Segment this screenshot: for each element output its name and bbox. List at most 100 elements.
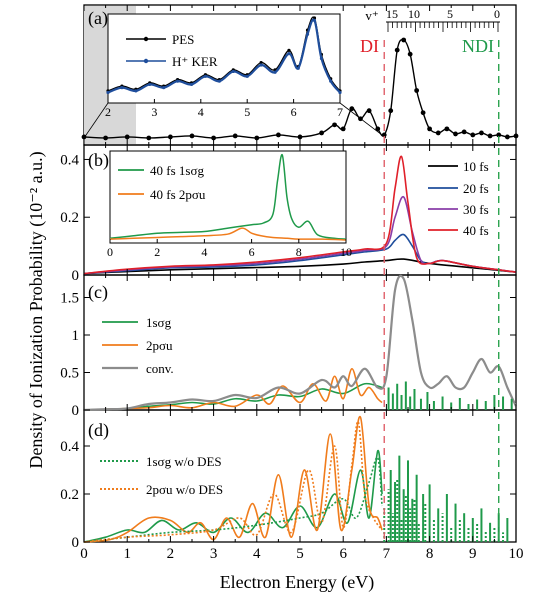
- xtick-label-7: 7: [383, 546, 391, 562]
- pes-point-29: [461, 129, 467, 135]
- pes-point-12: [332, 122, 337, 128]
- inset-a-point-1-19: [338, 90, 342, 95]
- legend-pes: PES: [172, 32, 194, 47]
- legend-40fs: 40 fs: [463, 223, 489, 238]
- xtick-label-1: 1: [123, 546, 131, 562]
- panel-3-series-3: [83, 420, 383, 543]
- v-plus-tick-0: 0: [494, 7, 500, 21]
- inset-a-xtick-label-1: 3: [151, 105, 157, 119]
- pes-point-20: [394, 47, 400, 53]
- pes-point-10: [297, 134, 303, 140]
- v-plus-tick-5: 5: [447, 7, 453, 21]
- inset-a-point-1-2: [134, 89, 138, 93]
- pes-point-31: [479, 130, 484, 136]
- inset-b-xtick-label-1: 2: [154, 245, 160, 259]
- pes-point-3: [146, 135, 152, 141]
- panel-1-ytick-label-1: 0.2: [60, 210, 79, 226]
- xtick-label-0: 0: [80, 546, 88, 562]
- pes-point-6: [211, 135, 217, 141]
- di-label: DI: [360, 36, 379, 56]
- pes-point-13: [340, 126, 346, 132]
- inset-a-point-1-6: [189, 82, 194, 87]
- legend-h-ker: H⁺ KER: [172, 54, 218, 69]
- pes-point-26: [435, 130, 441, 136]
- pes-point-21: [401, 37, 407, 43]
- panel-a-inset-legend: PES H⁺ KER: [126, 32, 218, 69]
- inset-a-point-1-15: [305, 32, 310, 36]
- inset-a-point-1-9: [231, 69, 235, 74]
- panel-a-inset-frame: [107, 13, 341, 104]
- inset-a-xtick-label-4: 6: [291, 105, 297, 119]
- panel-2-ytick-label-3: 1.5: [60, 291, 79, 307]
- inset-a-point-0-13: [287, 48, 291, 53]
- inset-a-point-1-5: [176, 79, 180, 83]
- v-plus-tick-10: 10: [408, 7, 420, 21]
- inset-a-point-1-12: [273, 70, 277, 74]
- panel-2-ytick-label-0: 0: [72, 403, 80, 419]
- xtick-label-10: 10: [509, 546, 524, 562]
- panel-c-legend: 1sσg 2pσu conv.: [102, 315, 174, 376]
- pes-point-4: [168, 134, 173, 140]
- inset-b-xtick-label-2: 4: [201, 245, 207, 259]
- panel-3-series-2: [83, 456, 383, 543]
- inset-a-point-0-11: [259, 60, 263, 65]
- legend-d-1sg-wo-des: 1sσg w/o DES: [146, 454, 222, 469]
- inset-a-point-1-3: [148, 82, 152, 87]
- xtick-label-8: 8: [426, 546, 434, 562]
- panel-b-legend: 10 fs 20 fs 30 fs 40 fs: [428, 159, 489, 238]
- pes-point-2: [124, 134, 130, 140]
- pes-point-19: [388, 108, 394, 114]
- pes-point-35: [513, 133, 519, 139]
- xtick-label-2: 2: [167, 546, 175, 562]
- pes-point-27: [444, 126, 450, 132]
- panel-label-d: (d): [88, 420, 109, 441]
- pes-point-28: [453, 131, 458, 137]
- inset-b-xtick-label-4: 8: [296, 245, 302, 259]
- pes-point-25: [427, 126, 432, 132]
- panel-2-ytick-label-2: 1: [72, 328, 80, 344]
- legend-40fs-1sg: 40 fs 1sσg: [150, 163, 204, 178]
- panel-3-ytick-label-2: 0.4: [60, 439, 79, 455]
- inset-a-point-1-1: [120, 86, 124, 90]
- xtick-label-9: 9: [469, 546, 477, 562]
- inset-a-point-1-11: [259, 63, 263, 67]
- legend-30fs: 30 fs: [463, 202, 489, 217]
- pes-point-5: [189, 133, 195, 139]
- zoom-line-left: [83, 102, 109, 139]
- inset-a-point-1-0: [106, 90, 110, 95]
- panel-label-a: (a): [88, 8, 108, 29]
- inset-a-point-1-14: [296, 66, 300, 70]
- panel-3-ytick-label-1: 0.2: [60, 487, 79, 503]
- xtick-label-3: 3: [210, 546, 218, 562]
- panel-b-inset-frame: [109, 150, 347, 244]
- legend-d-2pu-wo-des: 2pσu w/o DES: [146, 482, 223, 497]
- inset-b-xtick-label-5: 10: [340, 245, 352, 259]
- pes-point-9: [276, 132, 281, 138]
- inset-a-xtick-label-2: 4: [198, 105, 204, 119]
- pes-point-18: [381, 132, 387, 138]
- pes-point-23: [414, 88, 420, 93]
- inset-a-xtick-label-5: 7: [337, 105, 343, 119]
- inset-a-point-1-10: [245, 74, 249, 78]
- pes-point-14: [349, 106, 355, 112]
- inset-a-point-1-17: [319, 56, 324, 61]
- inset-a-point-1-18: [329, 79, 333, 83]
- pes-point-17: [375, 126, 381, 132]
- xtick-label-4: 4: [253, 546, 261, 562]
- panel-label-c: (c): [88, 282, 108, 303]
- pes-point-30: [470, 132, 476, 138]
- y-axis-label: Density of Ionization Probability (10⁻² …: [26, 151, 47, 468]
- panel-1-ytick-label-2: 0.4: [60, 152, 79, 168]
- pes-point-34: [504, 134, 510, 140]
- panel-3-ytick-label-0: 0: [72, 535, 80, 551]
- pes-point-16: [366, 108, 372, 114]
- panel-2-series-1: [83, 367, 383, 411]
- xtick-label-5: 5: [296, 546, 304, 562]
- inset-a-point-1-4: [162, 86, 166, 90]
- panel-2-series-2: [83, 274, 517, 412]
- legend-20fs: 20 fs: [463, 181, 489, 196]
- ndi-label: NDI: [462, 36, 494, 56]
- legend-40fs-2pu: 40 fs 2pσu: [150, 187, 206, 202]
- pes-point-15: [358, 116, 363, 122]
